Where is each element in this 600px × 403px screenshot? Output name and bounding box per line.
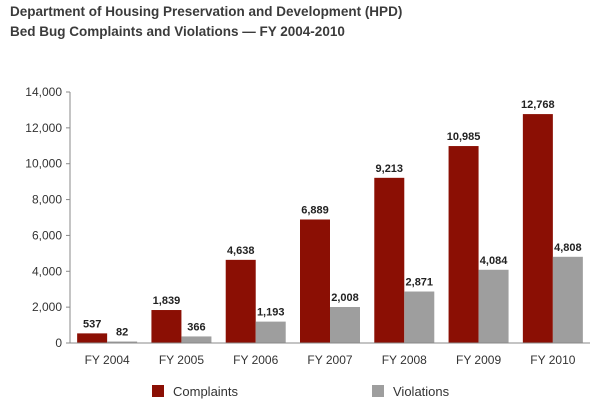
data-label-violations: 4,808 — [554, 242, 582, 254]
legend: Complaints Violations — [152, 384, 450, 399]
bar-complaints — [151, 310, 182, 343]
y-tick-label: 10,000 — [25, 157, 62, 171]
y-tick-label: 12,000 — [25, 121, 62, 135]
data-label-complaints: 6,889 — [301, 204, 329, 216]
legend-swatch-complaints — [152, 385, 164, 397]
x-tick-label: FY 2008 — [382, 353, 427, 367]
bar-violations — [255, 321, 286, 343]
x-axis: FY 2004 FY 2005 FY 2006 FY 2007 FY 2008 FY 20… — [70, 342, 590, 367]
data-label-complaints: 4,638 — [227, 245, 255, 257]
x-tick-label: FY 2006 — [233, 353, 278, 367]
y-tick-label: 4,000 — [32, 264, 62, 278]
data-label-violations: 2,871 — [406, 277, 434, 289]
x-tick-label: FY 2004 — [85, 353, 130, 367]
bar-violations — [478, 269, 509, 343]
y-tick-label: 0 — [55, 336, 62, 350]
y-tick-label: 6,000 — [32, 228, 62, 242]
data-label-violations: 4,084 — [480, 255, 508, 267]
x-tick-label: FY 2009 — [456, 353, 501, 367]
y-tick-label: 14,000 — [25, 85, 62, 99]
bar-violations — [404, 291, 435, 343]
bar-violations — [107, 341, 138, 343]
x-tick-label: FY 2010 — [530, 353, 575, 367]
data-label-violations: 366 — [187, 321, 205, 333]
data-label-violations: 2,008 — [331, 292, 359, 304]
data-label-violations: 1,193 — [257, 307, 285, 319]
chart-title: Department of Housing Preservation and D… — [10, 4, 403, 19]
y-axis: 0 2,000 4,000 6,000 8,000 10,000 12,000 14,000 — [25, 85, 71, 350]
bar-complaints — [448, 146, 479, 343]
bar-violations — [552, 256, 583, 343]
x-tick-label: FY 2007 — [307, 353, 352, 367]
bar-violations — [330, 306, 360, 343]
y-tick-label: 2,000 — [32, 300, 62, 314]
data-label-complaints: 537 — [83, 318, 101, 330]
y-tick-label: 8,000 — [32, 193, 62, 207]
bar-violations — [181, 336, 212, 343]
data-label-complaints: 9,213 — [376, 163, 404, 175]
bar-complaints — [374, 177, 405, 343]
bar-complaints — [225, 259, 256, 343]
bar-complaints — [522, 114, 553, 343]
bars: 537 82 1,839 366 4,638 1,193 6,889 2,008 9,213 2,… — [77, 99, 583, 343]
bar-complaints — [300, 219, 330, 343]
legend-label-complaints: Complaints — [173, 384, 239, 399]
x-tick-label: FY 2005 — [159, 353, 204, 367]
bar-complaints — [77, 333, 108, 343]
legend-swatch-violations — [372, 385, 384, 397]
data-label-complaints: 1,839 — [153, 295, 181, 307]
data-label-complaints: 10,985 — [447, 131, 481, 143]
data-label-violations: 82 — [116, 327, 128, 339]
chart-subtitle: Bed Bug Complaints and Violations — FY 2… — [10, 24, 345, 39]
legend-label-violations: Violations — [393, 384, 450, 399]
data-label-complaints: 12,768 — [521, 99, 555, 111]
